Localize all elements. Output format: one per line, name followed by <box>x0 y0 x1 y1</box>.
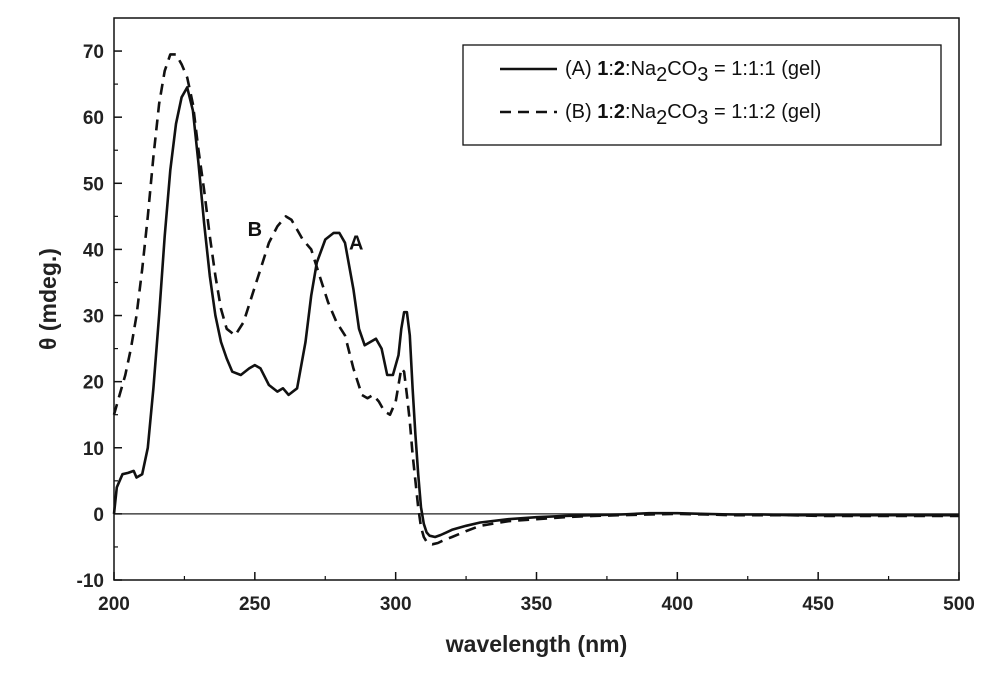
x-tick-label: 500 <box>943 594 975 615</box>
legend-label-b: (B) 1:2:Na2CO3 = 1:1:2 (gel) <box>565 101 821 129</box>
y-tick-label: 30 <box>83 307 104 328</box>
x-tick-label: 450 <box>802 594 834 615</box>
x-axis-title: wavelength (nm) <box>445 631 627 657</box>
x-tick-label: 250 <box>239 594 271 615</box>
series-line-b <box>112 53 959 546</box>
y-tick-label: 70 <box>83 42 104 63</box>
y-tick-label: 40 <box>83 240 104 261</box>
y-tick-label: 20 <box>83 373 104 394</box>
y-tick-label: 10 <box>83 439 104 460</box>
y-tick-label: 50 <box>83 174 104 195</box>
y-tick-label: 0 <box>93 505 104 526</box>
series-layer <box>112 53 959 546</box>
y-axis-title: θ (mdeg.) <box>35 248 61 350</box>
y-tick-label: -10 <box>77 571 104 592</box>
annotation-layer: BA <box>248 219 364 254</box>
legend-box <box>462 44 942 146</box>
y-tick-label: 60 <box>83 108 104 129</box>
x-tick-label: 300 <box>380 594 412 615</box>
x-tick-label: 200 <box>98 594 130 615</box>
x-tick-label: 350 <box>521 594 553 615</box>
x-tick-label: 400 <box>661 594 693 615</box>
legend: (A) 1:2:Na2CO3 = 1:1:1 (gel) (B) 1:2:Na2C… <box>462 44 942 146</box>
legend-label-a: (A) 1:2:Na2CO3 = 1:1:1 (gel) <box>565 58 821 86</box>
peak-label-a: A <box>349 232 363 254</box>
tick-layer: 200 250 300 350 400 450 500 -10 0 10 20 30 40 50 60 70 <box>77 42 975 615</box>
peak-label-b: B <box>248 219 262 241</box>
